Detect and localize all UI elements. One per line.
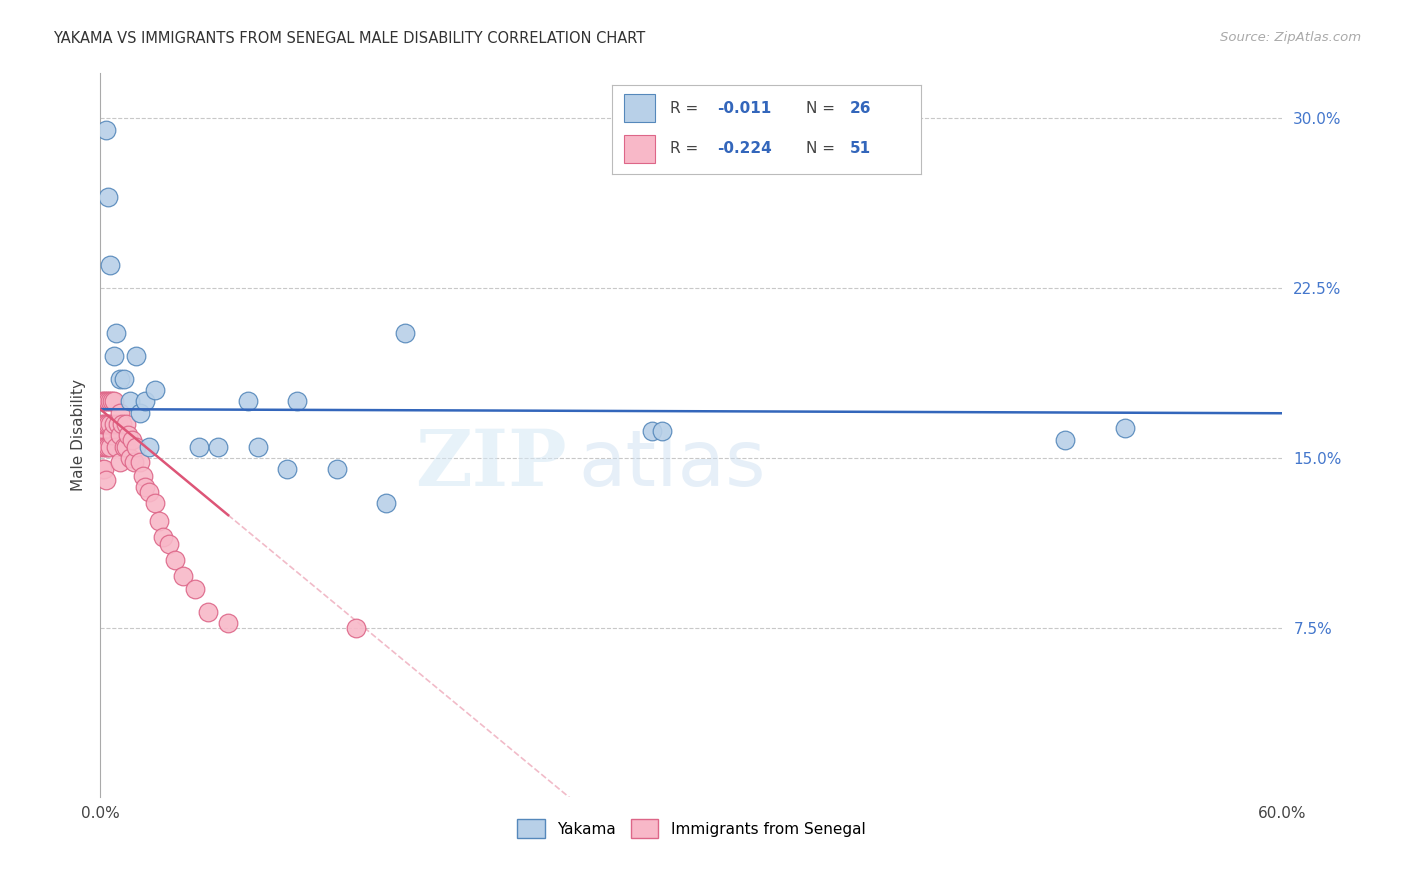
Point <box>207 440 229 454</box>
Point <box>124 440 146 454</box>
Point <box>112 371 135 385</box>
Text: 26: 26 <box>849 101 872 116</box>
Point <box>91 462 114 476</box>
Point <box>97 190 120 204</box>
Text: R =: R = <box>671 142 703 156</box>
Point <box>101 394 124 409</box>
Point <box>128 406 150 420</box>
Point <box>108 406 131 420</box>
Point <box>143 496 166 510</box>
Point <box>1054 433 1077 447</box>
Point <box>134 480 156 494</box>
Point <box>91 394 114 409</box>
Text: R =: R = <box>671 101 703 116</box>
Point <box>114 417 136 431</box>
Bar <box>624 94 655 122</box>
Point <box>104 326 127 341</box>
Point <box>134 394 156 409</box>
Point <box>93 462 115 476</box>
Point <box>94 440 117 454</box>
Point <box>325 462 347 476</box>
Text: Source: ZipAtlas.com: Source: ZipAtlas.com <box>1220 31 1361 45</box>
Point <box>246 440 269 454</box>
Text: N =: N = <box>807 142 841 156</box>
Point <box>89 440 111 454</box>
Point <box>132 469 155 483</box>
Point <box>148 514 170 528</box>
Point <box>157 537 180 551</box>
Point <box>97 440 120 454</box>
Text: -0.011: -0.011 <box>717 101 770 116</box>
Point <box>104 440 127 454</box>
Point <box>394 326 416 341</box>
Point <box>197 605 219 619</box>
Point <box>91 417 114 431</box>
Point <box>97 417 120 431</box>
Point <box>163 553 186 567</box>
Point <box>98 440 121 454</box>
Bar <box>624 135 655 163</box>
Point <box>94 417 117 431</box>
Point <box>651 424 673 438</box>
Point <box>107 417 129 431</box>
Point <box>117 428 139 442</box>
Point <box>152 530 174 544</box>
Point <box>108 371 131 385</box>
Point <box>138 484 160 499</box>
Text: 51: 51 <box>849 142 870 156</box>
Text: atlas: atlas <box>579 426 766 502</box>
Point <box>236 394 259 409</box>
Point <box>108 455 131 469</box>
Point <box>114 440 136 454</box>
Point <box>285 394 308 409</box>
Point <box>111 417 134 431</box>
Point <box>89 428 111 442</box>
Point <box>128 455 150 469</box>
Point <box>118 450 141 465</box>
Point <box>98 259 121 273</box>
Text: N =: N = <box>807 101 841 116</box>
Point <box>93 440 115 454</box>
Point <box>138 440 160 454</box>
Point <box>374 496 396 510</box>
Point <box>112 440 135 454</box>
Point <box>183 582 205 596</box>
Legend: Yakama, Immigrants from Senegal: Yakama, Immigrants from Senegal <box>510 814 872 844</box>
Point <box>97 394 120 409</box>
Point <box>103 394 125 409</box>
Point <box>103 349 125 363</box>
Point <box>98 417 121 431</box>
Text: YAKAMA VS IMMIGRANTS FROM SENEGAL MALE DISABILITY CORRELATION CHART: YAKAMA VS IMMIGRANTS FROM SENEGAL MALE D… <box>53 31 645 46</box>
Point <box>217 616 239 631</box>
Point <box>641 424 664 438</box>
Point <box>94 394 117 409</box>
Point <box>344 621 367 635</box>
Y-axis label: Male Disability: Male Disability <box>72 379 86 491</box>
Point <box>93 417 115 431</box>
Point <box>124 349 146 363</box>
Point <box>172 568 194 582</box>
Point <box>118 394 141 409</box>
Point <box>108 428 131 442</box>
Text: -0.224: -0.224 <box>717 142 772 156</box>
Point <box>143 383 166 397</box>
Point <box>101 428 124 442</box>
Point <box>122 455 145 469</box>
Point <box>187 440 209 454</box>
Point <box>94 122 117 136</box>
Point <box>93 394 115 409</box>
Point <box>103 417 125 431</box>
Point <box>98 394 121 409</box>
Point <box>94 474 117 488</box>
Point <box>1114 421 1136 435</box>
Point <box>276 462 298 476</box>
Text: ZIP: ZIP <box>415 426 567 502</box>
Point <box>121 433 143 447</box>
